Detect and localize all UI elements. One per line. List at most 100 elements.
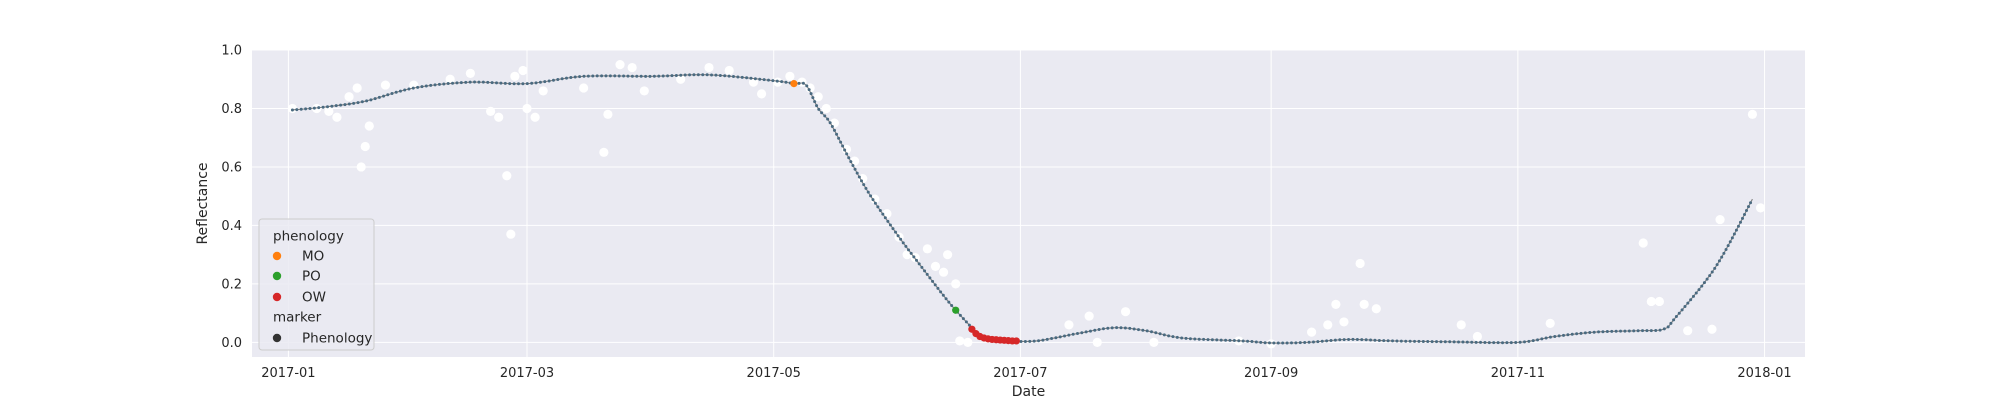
curve-sample — [437, 82, 441, 86]
curve-sample — [1728, 240, 1732, 244]
curve-sample — [1054, 336, 1058, 340]
curve-sample — [1067, 333, 1071, 337]
curve-sample — [1562, 333, 1566, 337]
curve-sample — [1487, 341, 1491, 345]
curve-sample — [1738, 220, 1742, 224]
observation-point — [1323, 320, 1333, 330]
observation-point — [1747, 109, 1758, 119]
y-axis-label: Reflectance — [195, 162, 211, 244]
legend-marker — [272, 333, 282, 343]
curve-sample — [1219, 338, 1223, 342]
curve-sample — [847, 156, 851, 160]
curve-sample — [1080, 331, 1084, 335]
curve-sample — [1492, 341, 1496, 345]
curve-sample — [317, 106, 321, 110]
y-axis-ticks: 0.0 0.2 0.4 0.6 0.8 1.0 — [221, 44, 242, 351]
observation-point — [615, 60, 625, 70]
curve-sample — [390, 92, 394, 96]
curve-sample — [1150, 330, 1154, 334]
curve-sample — [630, 74, 634, 78]
curve-sample — [1347, 337, 1351, 341]
curve-sample — [1680, 308, 1684, 312]
x-tick-label: 2017-09 — [1244, 366, 1298, 381]
phenology-point-po — [952, 306, 960, 314]
observation-point — [963, 337, 973, 347]
curve-sample — [468, 80, 472, 84]
curve-sample — [1747, 205, 1751, 209]
legend-entry-label: PO — [302, 269, 321, 285]
curve-sample — [1700, 284, 1704, 288]
legend-title: phenology — [273, 229, 344, 245]
curve-sample — [578, 75, 582, 79]
curve-sample — [512, 82, 516, 86]
curve-sample — [446, 82, 450, 86]
curve-sample — [1417, 339, 1421, 343]
curve-sample — [1597, 330, 1601, 334]
legend-entry-label: OW — [302, 290, 326, 306]
curve-sample — [1601, 330, 1605, 334]
curve-sample — [582, 74, 586, 78]
curve-sample — [473, 80, 477, 84]
curve-sample — [771, 79, 775, 83]
curve-sample — [308, 107, 312, 111]
curve-sample — [727, 74, 731, 78]
curve-sample — [1154, 331, 1158, 335]
curve-sample — [723, 74, 727, 78]
curve-samples — [290, 73, 1753, 345]
curve-sample — [683, 73, 687, 77]
curve-sample — [851, 163, 855, 167]
curve-sample — [866, 190, 870, 194]
curve-sample — [516, 82, 520, 86]
curve-sample — [321, 105, 325, 109]
curve-sample — [1382, 339, 1386, 343]
curve-sample — [1496, 341, 1500, 345]
curve-sample — [1686, 301, 1690, 305]
curve-sample — [1050, 337, 1054, 341]
curve-sample — [1037, 339, 1041, 343]
curve-sample — [1654, 329, 1658, 333]
curve-sample — [1736, 224, 1740, 228]
observation-point — [518, 65, 528, 76]
phenology-point-mo — [790, 80, 798, 88]
curve-sample — [1303, 341, 1307, 345]
curve-sample — [377, 95, 381, 99]
curve-sample — [753, 77, 757, 81]
curve-sample — [947, 300, 951, 304]
curve-sample — [1197, 337, 1201, 341]
curve-sample — [503, 81, 507, 85]
observation-point — [704, 62, 714, 73]
curve-sample — [1691, 294, 1695, 298]
curve-sample — [736, 75, 740, 79]
observation-point — [538, 86, 548, 96]
curve-sample — [1395, 339, 1399, 343]
curve-sample — [508, 82, 512, 86]
curve-sample — [862, 183, 866, 187]
curve-sample — [1518, 340, 1522, 344]
curve-sample — [1740, 216, 1744, 220]
curve-sample — [740, 75, 744, 79]
curve-sample — [1522, 340, 1526, 344]
curve-sample — [1689, 298, 1693, 302]
curve-sample — [815, 104, 819, 108]
curve-sample — [696, 73, 700, 77]
curve-sample — [1259, 340, 1263, 344]
curve-sample — [1708, 274, 1712, 278]
observation-point — [955, 336, 965, 346]
curve-sample — [705, 73, 709, 77]
observation-point — [785, 71, 795, 81]
legend-marker — [272, 292, 282, 302]
curve-sample — [1505, 341, 1509, 345]
curve-sample — [560, 77, 564, 81]
curve-sample — [1710, 270, 1714, 274]
curve-sample — [826, 117, 830, 121]
observation-point — [494, 112, 504, 122]
curve-sample — [1483, 341, 1487, 345]
curve-sample — [1683, 305, 1687, 309]
curve-sample — [538, 80, 542, 84]
observation-point — [1371, 304, 1381, 314]
observation-point — [1707, 324, 1717, 334]
curve-sample — [941, 293, 945, 297]
curve-sample — [1566, 333, 1570, 337]
curve-sample — [758, 77, 762, 81]
